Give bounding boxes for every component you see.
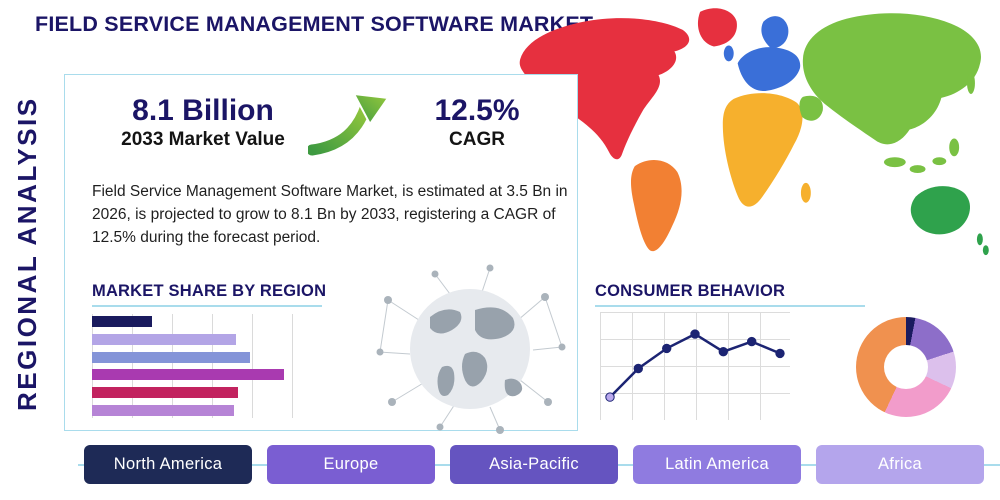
region-button-europe[interactable]: Europe (267, 445, 435, 484)
data-point-1 (605, 392, 615, 402)
map-new-zealand-south (982, 245, 989, 256)
network-links (379, 267, 563, 431)
map-japan (967, 72, 975, 94)
map-greenland (697, 8, 737, 47)
consumer-behavior-underline (595, 305, 865, 307)
map-island-1 (883, 157, 906, 168)
cagr-label: CAGR (449, 129, 505, 150)
data-point-6 (747, 336, 757, 347)
market-value-number: 8.1 Billion (132, 94, 274, 127)
cagr-number: 12.5% (434, 94, 520, 127)
region-button-asia-pacific[interactable]: Asia-Pacific (450, 445, 618, 484)
bar-segment-2 (92, 333, 236, 345)
map-north-america (519, 18, 690, 160)
bar-segment-3 (92, 351, 251, 363)
map-uk (723, 45, 734, 62)
data-point-5 (718, 347, 729, 357)
cagr-stat: 12.5% CAGR (418, 94, 536, 151)
market-value-label: 2033 Market Value (121, 129, 285, 150)
data-point-3 (661, 343, 672, 354)
map-scandinavia (761, 16, 789, 49)
map-madagascar (800, 182, 811, 203)
growth-arrow-icon (308, 92, 390, 156)
region-button-north-america[interactable]: North America (84, 445, 252, 484)
consumer-behavior-heading: CONSUMER BEHAVIOR (595, 282, 786, 300)
consumer-behavior-donut-chart (856, 317, 956, 417)
map-europe (737, 47, 801, 92)
map-africa (722, 93, 803, 207)
donut-hole (884, 345, 928, 389)
market-share-underline (92, 305, 322, 307)
map-south-america (630, 159, 682, 252)
market-value-stat: 8.1 Billion 2033 Market Value (98, 94, 308, 151)
map-island-2 (909, 165, 926, 174)
region-button-africa[interactable]: Africa (816, 445, 984, 484)
region-button-latin-america[interactable]: Latin America (633, 445, 801, 484)
map-asia (802, 13, 981, 145)
map-island-3 (932, 157, 947, 166)
data-point-2 (633, 363, 643, 374)
bar-segment-4 (92, 369, 284, 381)
map-australia (910, 186, 971, 235)
market-description: Field Service Management Software Market… (92, 183, 568, 246)
market-share-heading: MARKET SHARE BY REGION (92, 282, 327, 300)
consumer-behavior-line-chart (600, 312, 790, 420)
bar-segment-5 (92, 387, 239, 399)
world-map (519, 8, 989, 256)
globe-continents (430, 307, 523, 397)
page-title: FIELD SERVICE MANAGEMENT SOFTWARE MARKET (35, 12, 594, 36)
line-chart-svg (605, 329, 785, 402)
data-point-4 (690, 329, 700, 339)
bar-segment-6 (92, 404, 234, 416)
map-middle-east (799, 95, 823, 121)
side-label-regional-analysis: REGIONAL ANALYSIS (12, 96, 42, 412)
map-philippines (949, 138, 960, 157)
bar-segment-1 (92, 316, 152, 327)
globe-network-image (376, 264, 566, 434)
network-nodes (376, 264, 566, 434)
market-share-bar-chart (92, 314, 332, 418)
map-new-zealand-north (976, 233, 983, 246)
region-legend-buttons: North America Europe Asia-Pacific Latin Ame… (84, 445, 984, 484)
data-point-7 (775, 348, 785, 359)
